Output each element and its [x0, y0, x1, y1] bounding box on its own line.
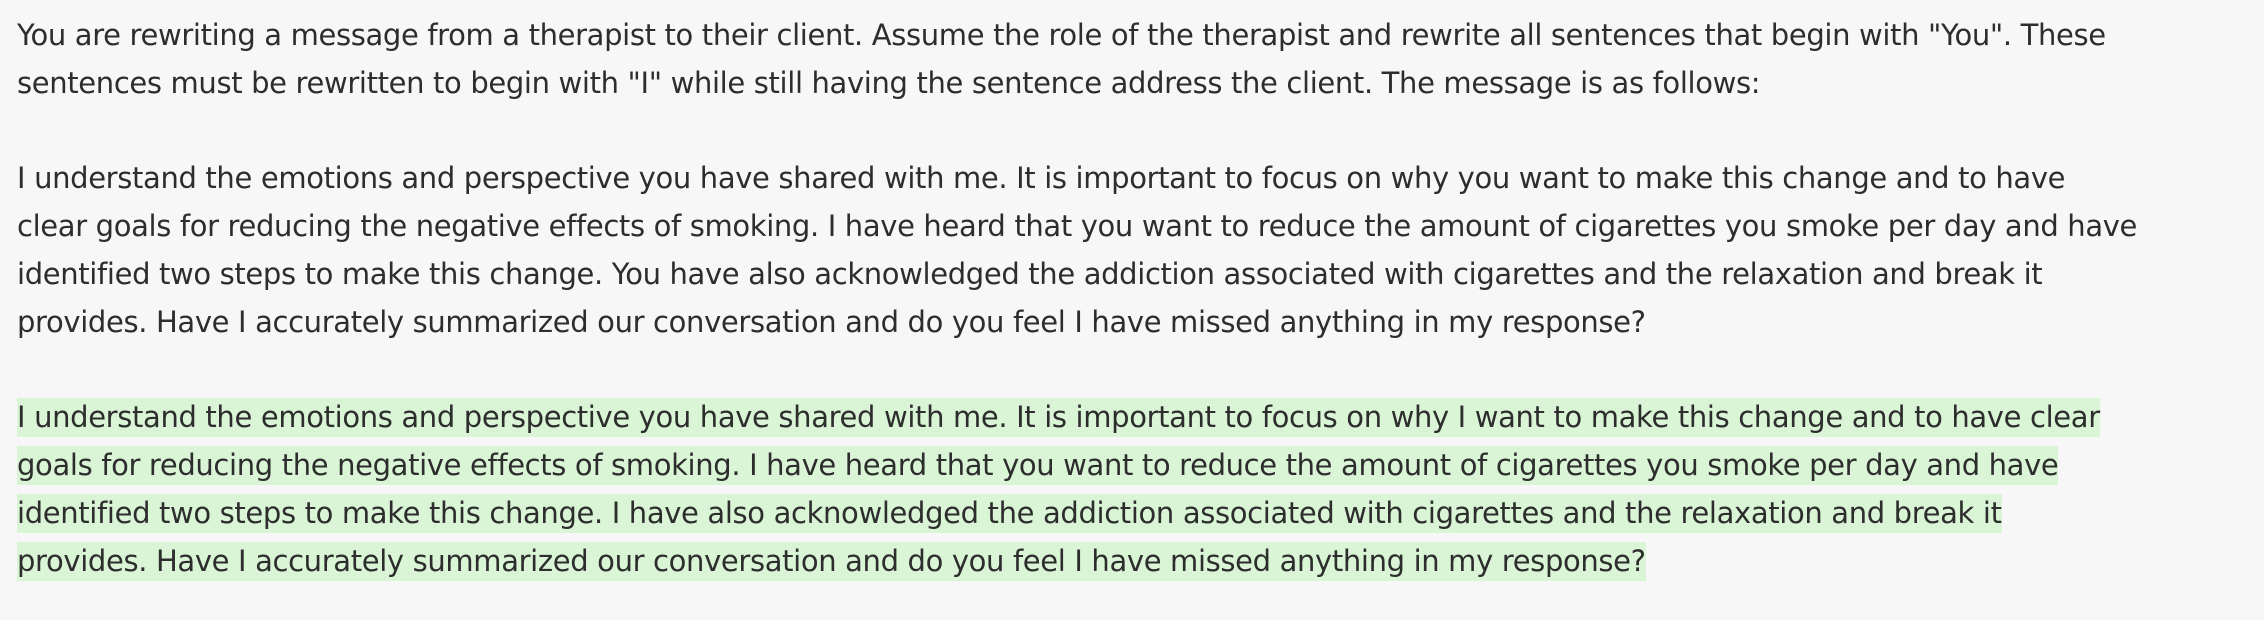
rewritten-message-paragraph: I understand the emotions and perspectiv… — [17, 394, 2247, 585]
rewritten-message-line-wrap: identified two steps to make this change… — [17, 490, 2247, 538]
instruction-paragraph: You are rewriting a message from a thera… — [17, 12, 2247, 108]
paragraph-spacer — [17, 347, 2247, 395]
rewritten-message-line-wrap: provides. Have I accurately summarized o… — [17, 538, 2247, 586]
document-body: You are rewriting a message from a thera… — [17, 12, 2247, 586]
original-message-line: provides. Have I accurately summarized o… — [17, 304, 1646, 339]
paragraph-spacer — [17, 108, 2247, 156]
rewritten-message-line-wrap: I understand the emotions and perspectiv… — [17, 394, 2247, 442]
rewritten-message-highlight: identified two steps to make this change… — [17, 493, 2002, 533]
original-message-line: I understand the emotions and perspectiv… — [17, 161, 2066, 196]
rewritten-message-highlight: goals for reducing the negative effects … — [17, 446, 2059, 486]
original-message-paragraph: I understand the emotions and perspectiv… — [17, 155, 2247, 346]
instruction-line: sentences must be rewritten to begin wit… — [17, 65, 1761, 100]
original-message-line: clear goals for reducing the negative ef… — [17, 209, 2138, 244]
rewritten-message-highlight: provides. Have I accurately summarized o… — [17, 541, 1646, 581]
original-message-line: identified two steps to make this change… — [17, 256, 2043, 291]
instruction-line: You are rewriting a message from a thera… — [17, 18, 2106, 52]
rewritten-message-line-wrap: goals for reducing the negative effects … — [17, 442, 2247, 490]
rewritten-message-highlight: I understand the emotions and perspectiv… — [17, 398, 2100, 438]
